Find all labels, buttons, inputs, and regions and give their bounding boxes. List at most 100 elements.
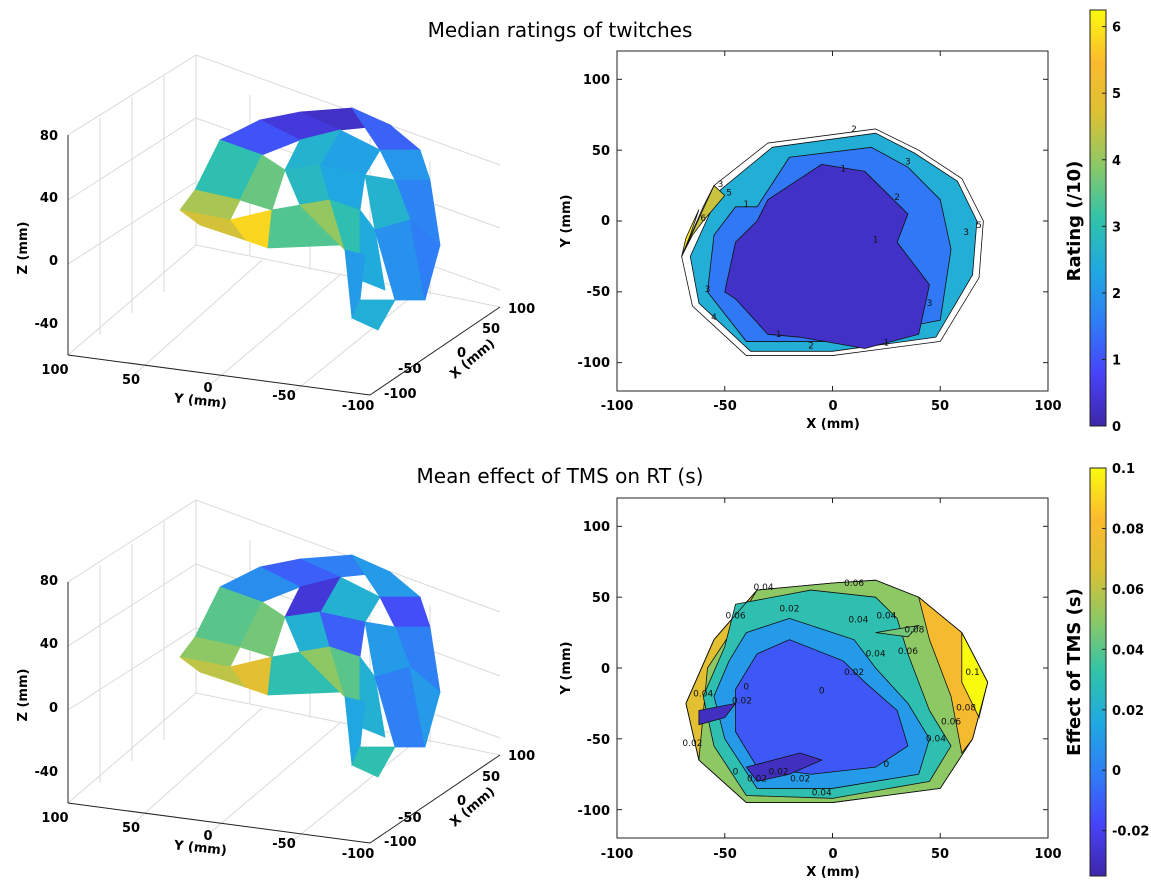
- y-tick: -100: [577, 804, 610, 819]
- contour-level-label: 0.06: [941, 718, 961, 728]
- x-tick: -100: [601, 847, 634, 862]
- colorbar: 0 1 2 3 4 5 6 Rating (/10): [1064, 9, 1121, 435]
- colorbar-label: Effect of TMS (s): [1064, 588, 1085, 756]
- y-tick: -100: [342, 847, 375, 862]
- contour-level-label: 4: [711, 313, 717, 323]
- z-axis-label: Z (mm): [16, 222, 31, 275]
- z-tick: 40: [40, 191, 58, 206]
- x-tick: 50: [931, 399, 949, 414]
- contour-level-label: 2: [894, 193, 900, 203]
- contour-level-label: 0.02: [790, 774, 810, 784]
- contour-level-label: 0.02: [844, 668, 864, 678]
- y-tick: 50: [592, 591, 610, 606]
- contour-ticks: [616, 51, 1049, 391]
- contour-level-label: 0.04: [876, 611, 896, 621]
- x-tick: -100: [384, 835, 417, 850]
- x-tick: 100: [1034, 847, 1061, 862]
- contour-level-label: 3: [963, 228, 969, 238]
- colorbar-tick-label: 4: [1112, 154, 1121, 169]
- y-tick: 0: [203, 381, 212, 396]
- contour-level-label: 2: [851, 125, 857, 135]
- surface-facet: [351, 746, 396, 778]
- y-tick: 0: [601, 214, 610, 229]
- contour-region: [681, 209, 700, 257]
- contour-level-label: 0.04: [866, 650, 886, 660]
- colorbar-gradient: [1089, 467, 1107, 877]
- colorbar-tick-label: 2: [1112, 287, 1121, 302]
- z-tick: 80: [40, 574, 58, 589]
- colorbar-ticks: 0 1 2 3 4 5 6: [1102, 21, 1121, 435]
- contour-level-label: 5: [976, 221, 982, 231]
- surface3d-mesh: [179, 107, 441, 331]
- surface-facet: [379, 596, 431, 628]
- y-tick: 0: [203, 829, 212, 844]
- y-tick: 100: [583, 520, 610, 535]
- y-tick: 0: [601, 662, 610, 677]
- x-tick: 0: [828, 399, 837, 414]
- colorbar-tick-label: 6: [1112, 21, 1121, 36]
- contour-level-label: 0.1: [965, 668, 979, 678]
- contour-level-label: 0.06: [726, 611, 746, 621]
- contour-region: [735, 639, 909, 775]
- y-tick: -100: [342, 399, 375, 414]
- x-tick: -50: [398, 362, 422, 377]
- y-tick: 50: [122, 373, 140, 388]
- x-tick: -50: [713, 847, 737, 862]
- colorbar-ticks: -0.02 0 0.02 0.04 0.06 0.08 0.1: [1102, 462, 1149, 840]
- contour-region: [698, 702, 737, 726]
- contour-level-label: 3: [905, 157, 911, 167]
- contour-region: [875, 624, 920, 638]
- contour-level-label: 0.06: [898, 647, 918, 657]
- colorbar-tick-label: 1: [1112, 353, 1121, 368]
- contour-level-label: 0.04: [812, 789, 832, 799]
- contour-level-label: 0.08: [956, 704, 976, 714]
- contour-level-label: 5: [726, 189, 732, 199]
- contour-level-label: 3: [718, 180, 724, 190]
- colorbar-gradient: [1089, 9, 1107, 427]
- contour-labels: 0.04 0.060.060.020.04 0.040.080.060.040.02…: [682, 579, 979, 799]
- z-tick: 0: [49, 254, 58, 269]
- contour-level-label: 1: [873, 235, 879, 245]
- surface-facet: [179, 209, 247, 241]
- contour-level-label: 0: [884, 760, 890, 770]
- z-tick: 0: [49, 701, 58, 716]
- contour-level-label: 2: [808, 342, 814, 352]
- contour-region: [745, 752, 823, 782]
- panel-tms-effect: Mean effect of TMS on RT (s): [16, 462, 1149, 880]
- colorbar-tick-label: 0.08: [1112, 522, 1144, 537]
- y-tick: 100: [583, 73, 610, 88]
- panel-ratings: Median ratings of twitches: [16, 9, 1121, 435]
- z-tick: 40: [40, 637, 58, 652]
- contour-level-label: 0.08: [904, 626, 924, 636]
- colorbar-label: Rating (/10): [1064, 161, 1085, 282]
- y-tick: 100: [41, 811, 68, 826]
- colorbar-tick-label: 0.1: [1112, 462, 1135, 477]
- contour-level-label: 0.02: [779, 604, 799, 614]
- z-tick: -40: [35, 765, 59, 780]
- contour-level-label: 0: [819, 687, 825, 697]
- colorbar-tick-label: 0.06: [1112, 583, 1144, 598]
- surface-facet: [351, 299, 396, 331]
- surface-facet: [409, 665, 441, 748]
- x-tick: 0: [457, 794, 466, 809]
- contour-level-label: 0.04: [926, 735, 946, 745]
- colorbar-tick-label: 0.02: [1112, 704, 1144, 719]
- panel-title: Median ratings of twitches: [428, 18, 693, 42]
- contour-level-label: 0.02: [682, 739, 702, 749]
- y-tick: -50: [272, 837, 296, 852]
- contour-regions: [681, 128, 984, 356]
- contour-region: [724, 163, 930, 349]
- x-tick: -100: [384, 387, 417, 402]
- x-tick: 0: [828, 847, 837, 862]
- contour-level-label: 0.06: [844, 579, 864, 589]
- contour-level-label: 0: [733, 767, 739, 777]
- x-axis-label: X (mm): [447, 336, 498, 382]
- y-axis-label: Y (mm): [559, 642, 574, 696]
- colorbar-tick-label: 0.04: [1112, 643, 1144, 658]
- contour-ticks: [616, 498, 1049, 838]
- y-tick: 50: [592, 144, 610, 159]
- surface-facet: [179, 656, 247, 688]
- y-tick: -50: [587, 285, 611, 300]
